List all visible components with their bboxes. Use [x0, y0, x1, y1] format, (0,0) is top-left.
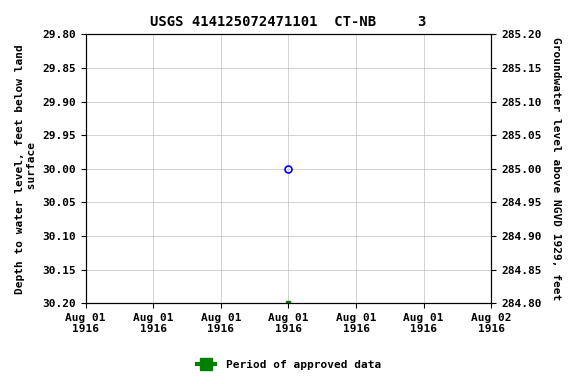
- Y-axis label: Groundwater level above NGVD 1929, feet: Groundwater level above NGVD 1929, feet: [551, 37, 561, 300]
- Y-axis label: Depth to water level, feet below land
 surface: Depth to water level, feet below land su…: [15, 44, 37, 294]
- Legend: Period of approved data: Period of approved data: [191, 356, 385, 375]
- Title: USGS 414125072471101  CT-NB     3: USGS 414125072471101 CT-NB 3: [150, 15, 427, 29]
